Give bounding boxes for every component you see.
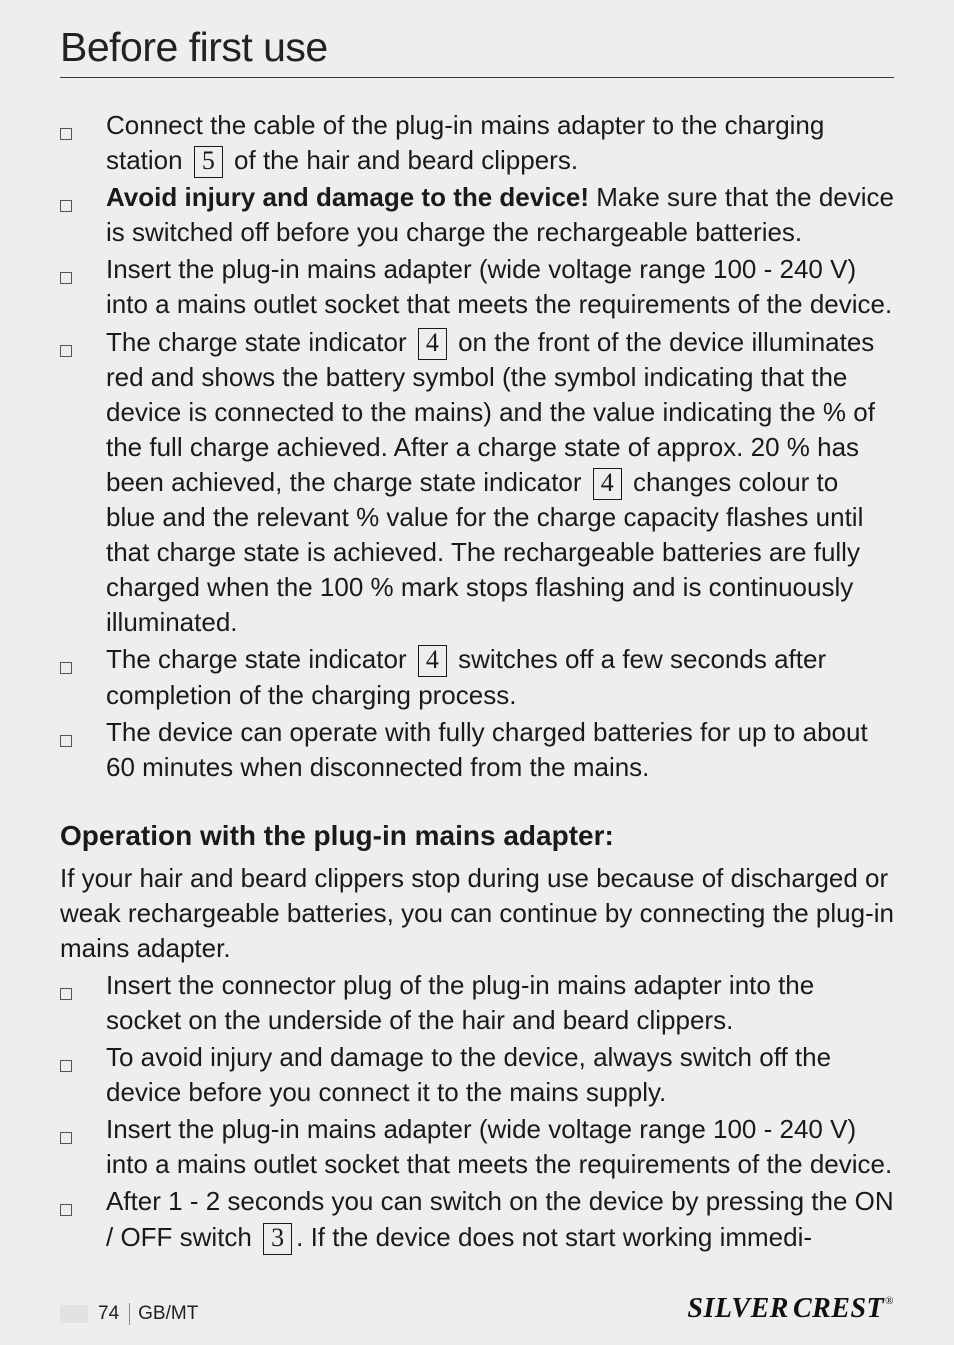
bullet-icon [60,1184,78,1254]
bullet-icon [60,180,78,250]
header-band: Before first use [0,0,954,88]
list-item: Connect the cable of the plug-in mains a… [60,108,894,178]
page-footer: 74 GB/MT SILVERCREST® [0,1293,954,1325]
section-subheading: Operation with the plug-in mains adapter… [60,817,894,855]
instruction-list-1: Connect the cable of the plug-in mains a… [60,108,894,785]
page-title: Before first use [60,24,894,71]
page: Before first use Connect the cable of th… [0,0,954,1345]
list-item-text: Insert the plug-in mains adapter (wide v… [106,1112,894,1182]
list-item: The charge state indicator 4 switches of… [60,642,894,712]
bullet-icon [60,1112,78,1182]
title-rule [60,77,894,78]
ref-number-box: 5 [194,146,223,178]
text-run: . If the device does not start working i… [296,1222,812,1252]
list-item: After 1 - 2 seconds you can switch on th… [60,1184,894,1254]
brand-part-2: CREST [793,1293,884,1325]
list-item-text: Insert the plug-in mains adapter (wide v… [106,252,894,322]
instruction-list-2: Insert the connector plug of the plug-in… [60,968,894,1255]
list-item-text: Insert the connector plug of the plug-in… [106,968,894,1038]
page-number: 74 [98,1303,119,1325]
list-item: Insert the plug-in mains adapter (wide v… [60,1112,894,1182]
bullet-icon [60,252,78,322]
list-item-text: Avoid injury and damage to the device! M… [106,180,894,250]
page-number-wrap: 74 GB/MT [60,1303,198,1325]
list-item-text: The charge state indicator 4 switches of… [106,642,894,712]
text-run: The charge state indicator [106,327,414,357]
list-item: Avoid injury and damage to the device! M… [60,180,894,250]
paragraph: If your hair and beard clippers stop dur… [60,861,894,966]
ref-number-box: 3 [263,1223,292,1255]
bullet-icon [60,1040,78,1110]
text-run: of the hair and beard clippers. [227,145,578,175]
list-item: The charge state indicator 4 on the fron… [60,325,894,641]
list-item-text: After 1 - 2 seconds you can switch on th… [106,1184,894,1254]
list-item-text: To avoid injury and damage to the device… [106,1040,894,1110]
warning-strong: Avoid injury and damage to the device! [106,182,589,212]
list-item: Insert the plug-in mains adapter (wide v… [60,252,894,322]
list-item-text: The charge state indicator 4 on the fron… [106,325,894,641]
content: Connect the cable of the plug-in mains a… [0,88,954,1255]
list-item-text: Connect the cable of the plug-in mains a… [106,108,894,178]
brand-logo: SILVERCREST® [687,1293,894,1325]
ref-number-box: 4 [418,328,447,360]
bullet-icon [60,715,78,785]
list-item: The device can operate with fully charge… [60,715,894,785]
bullet-icon [60,325,78,641]
brand-part-1: SILVER [687,1293,789,1325]
bullet-icon [60,968,78,1038]
page-locale: GB/MT [129,1303,198,1325]
registered-mark-icon: ® [884,1293,894,1307]
ref-number-box: 4 [418,645,447,677]
bullet-icon [60,642,78,712]
text-run: The charge state indicator [106,644,414,674]
list-item-text: The device can operate with fully charge… [106,715,894,785]
list-item: Insert the connector plug of the plug-in… [60,968,894,1038]
page-bar-icon [60,1305,88,1323]
list-item: To avoid injury and damage to the device… [60,1040,894,1110]
ref-number-box: 4 [593,468,622,500]
bullet-icon [60,108,78,178]
